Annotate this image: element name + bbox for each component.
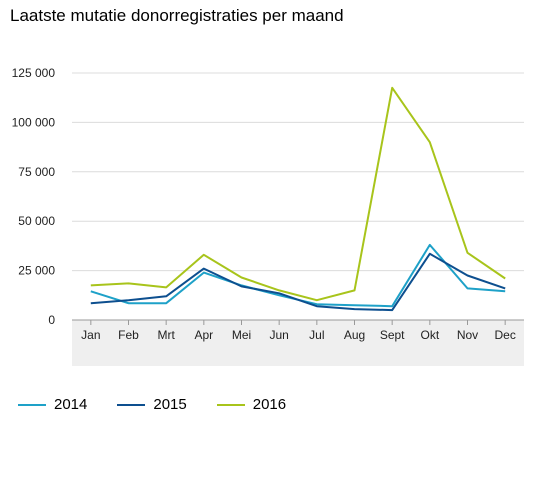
y-tick-label: 50 000 <box>18 214 55 228</box>
legend-label: 2016 <box>252 396 287 413</box>
legend-label: 2014 <box>54 396 88 413</box>
x-tick-label: Jul <box>309 328 324 342</box>
series-line-2016 <box>90 86 506 302</box>
legend: 2014 2015 2016 <box>18 396 316 413</box>
y-tick-label: 25 000 <box>18 264 55 278</box>
x-tick-label: Mrt <box>158 328 176 342</box>
x-tick-label: Jun <box>269 328 288 342</box>
x-tick-label: Dec <box>494 328 515 342</box>
x-axis-ticks: Jan Feb Mrt Apr Mei Jun Jul Aug Sept Okt Nov Dec <box>81 320 516 342</box>
x-tick-label: Nov <box>457 328 478 342</box>
gridlines <box>72 72 524 272</box>
y-tick-label: 75 000 <box>18 165 55 179</box>
series-line-2015 <box>90 252 506 312</box>
x-axis-band <box>72 320 524 366</box>
x-tick-label: Apr <box>194 328 213 342</box>
y-tick-label: 100 000 <box>12 115 56 129</box>
legend-swatch <box>117 403 146 406</box>
x-tick-label: Mei <box>232 328 251 342</box>
y-axis-ticks: 0 25 000 50 000 75 000 100 000 125 000 <box>12 66 56 327</box>
legend-swatch <box>216 403 245 406</box>
x-tick-label: Jan <box>81 328 100 342</box>
legend-label: 2015 <box>153 396 187 413</box>
chart-title: Laatste mutatie donorregistraties per ma… <box>10 6 344 25</box>
x-tick-label: Sept <box>380 328 405 342</box>
series-lines <box>90 86 506 312</box>
legend-item-2016: 2016 <box>216 396 287 413</box>
legend-swatch <box>18 403 46 406</box>
x-tick-label: Okt <box>420 328 439 342</box>
y-tick-label: 125 000 <box>12 66 56 80</box>
legend-item-2014: 2014 <box>18 396 87 413</box>
legend-item-2015: 2015 <box>117 396 187 413</box>
x-tick-label: Aug <box>344 328 365 342</box>
x-tick-label: Feb <box>118 328 139 342</box>
y-tick-label: 0 <box>48 313 55 327</box>
